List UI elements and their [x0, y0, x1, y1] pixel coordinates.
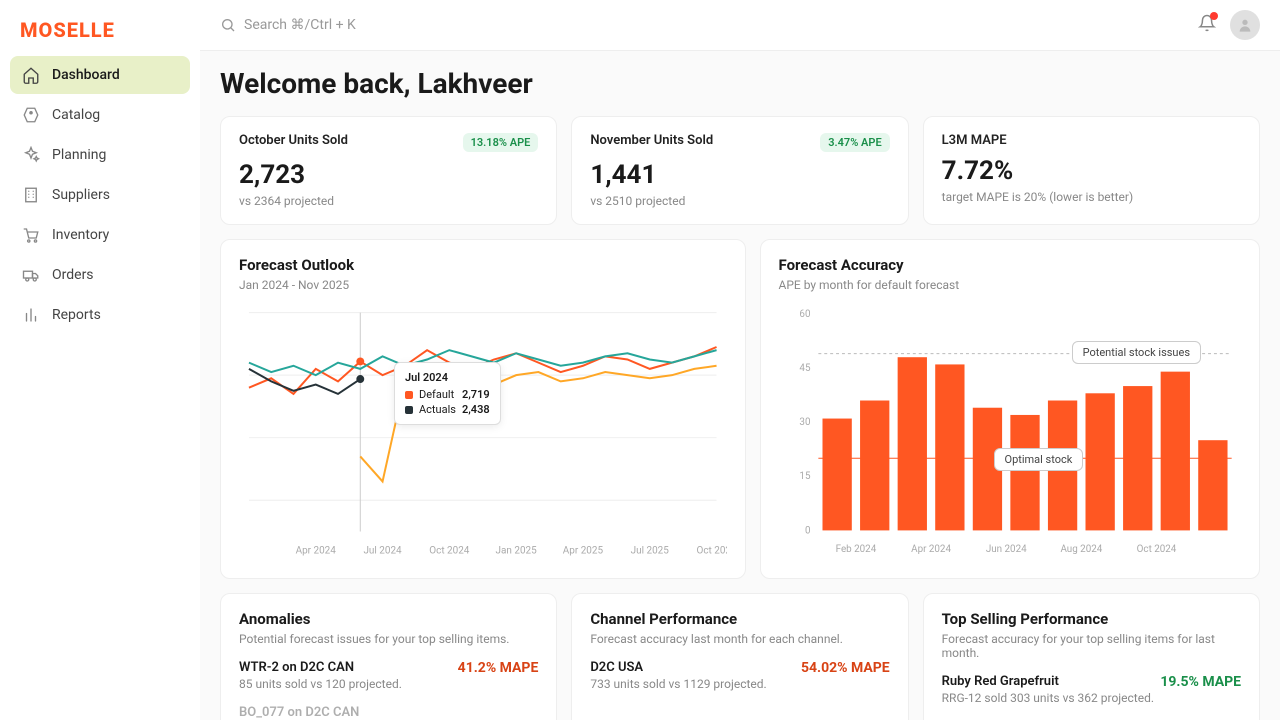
sidebar-item-dashboard[interactable]: Dashboard	[10, 56, 190, 94]
truck-icon	[22, 266, 40, 284]
item-name: WTR-2 on D2C CAN	[239, 660, 402, 675]
topbar: Search ⌘/Ctrl + K	[200, 0, 1280, 51]
forecast-outlook-chart: Apr 2024 Jul 2024 Oct 2024 Jan 2025 Apr 2025…	[239, 302, 727, 562]
user-icon	[1237, 17, 1253, 33]
tag-icon	[22, 106, 40, 124]
search-placeholder: Search ⌘/Ctrl + K	[244, 17, 356, 33]
search-input[interactable]: Search ⌘/Ctrl + K	[220, 17, 1198, 33]
channel-performance-card: Channel Performance Forecast accuracy la…	[571, 593, 908, 720]
item-subtitle: 733 units sold vs 1129 projected.	[590, 677, 766, 691]
item-name: Ruby Red Grapefruit	[942, 674, 1154, 689]
page-title: Welcome back, Lakhveer	[220, 67, 1260, 100]
card-title: Forecast Accuracy	[779, 256, 1242, 274]
svg-text:Oct 2024: Oct 2024	[1136, 544, 1176, 555]
svg-text:Jul 2025: Jul 2025	[631, 545, 670, 556]
chart-tooltip: Jul 2024Default2,719Actuals2,438	[394, 362, 501, 425]
svg-text:45: 45	[799, 363, 811, 374]
anomalies-card: Anomalies Potential forecast issues for …	[220, 593, 557, 720]
sidebar-item-label: Dashboard	[52, 67, 120, 83]
sidebar-item-suppliers[interactable]: Suppliers	[10, 176, 190, 214]
svg-text:Feb 2024: Feb 2024	[835, 544, 876, 555]
top-selling-card: Top Selling Performance Forecast accurac…	[923, 593, 1260, 720]
card-subtitle: Jan 2024 - Nov 2025	[239, 278, 727, 292]
card-title: Top Selling Performance	[942, 610, 1241, 628]
sparkle-icon	[22, 146, 40, 164]
card-subtitle: Forecast accuracy for your top selling i…	[942, 632, 1241, 660]
kpi-title: November Units Sold	[590, 133, 713, 148]
kpi-value: 2,723	[239, 160, 538, 190]
kpi-card: October Units Sold 13.18% APE 2,723 vs 2364…	[220, 116, 557, 225]
svg-text:15: 15	[799, 471, 811, 482]
kpi-badge: 3.47% APE	[820, 133, 889, 152]
svg-text:Oct 2024: Oct 2024	[429, 545, 470, 556]
svg-text:0: 0	[804, 525, 810, 536]
sidebar-item-label: Catalog	[52, 107, 100, 123]
forecast-outlook-card: Forecast Outlook Jan 2024 - Nov 2025 Apr…	[220, 239, 746, 579]
annotation-label: Potential stock issues	[1072, 341, 1201, 364]
card-subtitle: APE by month for default forecast	[779, 278, 1242, 292]
kpi-subtitle: target MAPE is 20% (lower is better)	[942, 190, 1241, 204]
svg-text:Oct 2025: Oct 2025	[696, 545, 726, 556]
notification-dot	[1210, 12, 1218, 20]
svg-text:Jun 2024: Jun 2024	[985, 544, 1026, 555]
sidebar-item-inventory[interactable]: Inventory	[10, 216, 190, 254]
svg-text:Apr 2024: Apr 2024	[296, 545, 337, 556]
kpi-subtitle: vs 2510 projected	[590, 194, 889, 208]
list-item[interactable]: D2C USA 733 units sold vs 1129 projected.…	[590, 660, 889, 691]
sidebar-item-label: Planning	[52, 147, 106, 163]
svg-text:30: 30	[799, 417, 810, 428]
card-title: Channel Performance	[590, 610, 889, 628]
cart-icon	[22, 226, 40, 244]
kpi-subtitle: vs 2364 projected	[239, 194, 538, 208]
sidebar-item-label: Inventory	[52, 227, 109, 243]
item-name: D2C USA	[590, 660, 766, 675]
list-item[interactable]: Ruby Red Grapefruit RRG-12 sold 303 units…	[942, 674, 1241, 705]
home-icon	[22, 66, 40, 84]
kpi-title: October Units Sold	[239, 133, 348, 148]
user-avatar[interactable]	[1230, 10, 1260, 40]
bars-icon	[22, 306, 40, 324]
svg-text:Jul 2024: Jul 2024	[363, 545, 402, 556]
kpi-value: 7.72%	[942, 156, 1241, 186]
sidebar-item-reports[interactable]: Reports	[10, 296, 190, 334]
list-item[interactable]: WTR-2 on D2C CAN 85 units sold vs 120 pro…	[239, 660, 538, 691]
kpi-badge: 13.18% APE	[463, 133, 539, 152]
svg-text:60: 60	[799, 309, 810, 320]
forecast-accuracy-card: Forecast Accuracy APE by month for defau…	[760, 239, 1261, 579]
kpi-value: 1,441	[590, 160, 889, 190]
item-value: 54.02% MAPE	[801, 660, 890, 676]
anomaly-name: BO_077 on D2C CAN	[239, 705, 359, 720]
kpi-card: November Units Sold 3.47% APE 1,441 vs 2510…	[571, 116, 908, 225]
annotation-label: Optimal stock	[994, 448, 1084, 471]
card-subtitle: Forecast accuracy last month for each ch…	[590, 632, 889, 646]
sidebar-item-label: Reports	[52, 307, 101, 323]
card-title: Forecast Outlook	[239, 256, 727, 274]
sidebar-item-catalog[interactable]: Catalog	[10, 96, 190, 134]
building-icon	[22, 186, 40, 204]
sidebar-item-label: Suppliers	[52, 187, 110, 203]
item-subtitle: 85 units sold vs 120 projected.	[239, 677, 402, 691]
kpi-card: L3M MAPE 7.72% target MAPE is 20% (lower i…	[923, 116, 1260, 225]
item-value: 41.2% MAPE	[458, 660, 539, 676]
card-subtitle: Potential forecast issues for your top s…	[239, 632, 538, 646]
item-value: 19.5% MAPE	[1160, 674, 1241, 690]
forecast-accuracy-chart: 0 15 30 45 60 Feb 2024 Apr 2024 Jun 2024 Aug 202…	[779, 302, 1242, 562]
sidebar-item-label: Orders	[52, 267, 94, 283]
sidebar-item-planning[interactable]: Planning	[10, 136, 190, 174]
card-title: Anomalies	[239, 610, 538, 628]
svg-text:Apr 2024: Apr 2024	[911, 544, 951, 555]
notifications-button[interactable]	[1198, 14, 1216, 36]
search-icon	[220, 17, 236, 33]
svg-text:Apr 2025: Apr 2025	[563, 545, 604, 556]
svg-text:Aug 2024: Aug 2024	[1060, 544, 1102, 555]
sidebar-item-orders[interactable]: Orders	[10, 256, 190, 294]
app-logo: MOSELLE	[10, 14, 190, 56]
svg-text:Jan 2025: Jan 2025	[496, 545, 538, 556]
item-subtitle: RRG-12 sold 303 units vs 362 projected.	[942, 691, 1154, 705]
kpi-title: L3M MAPE	[942, 133, 1007, 148]
